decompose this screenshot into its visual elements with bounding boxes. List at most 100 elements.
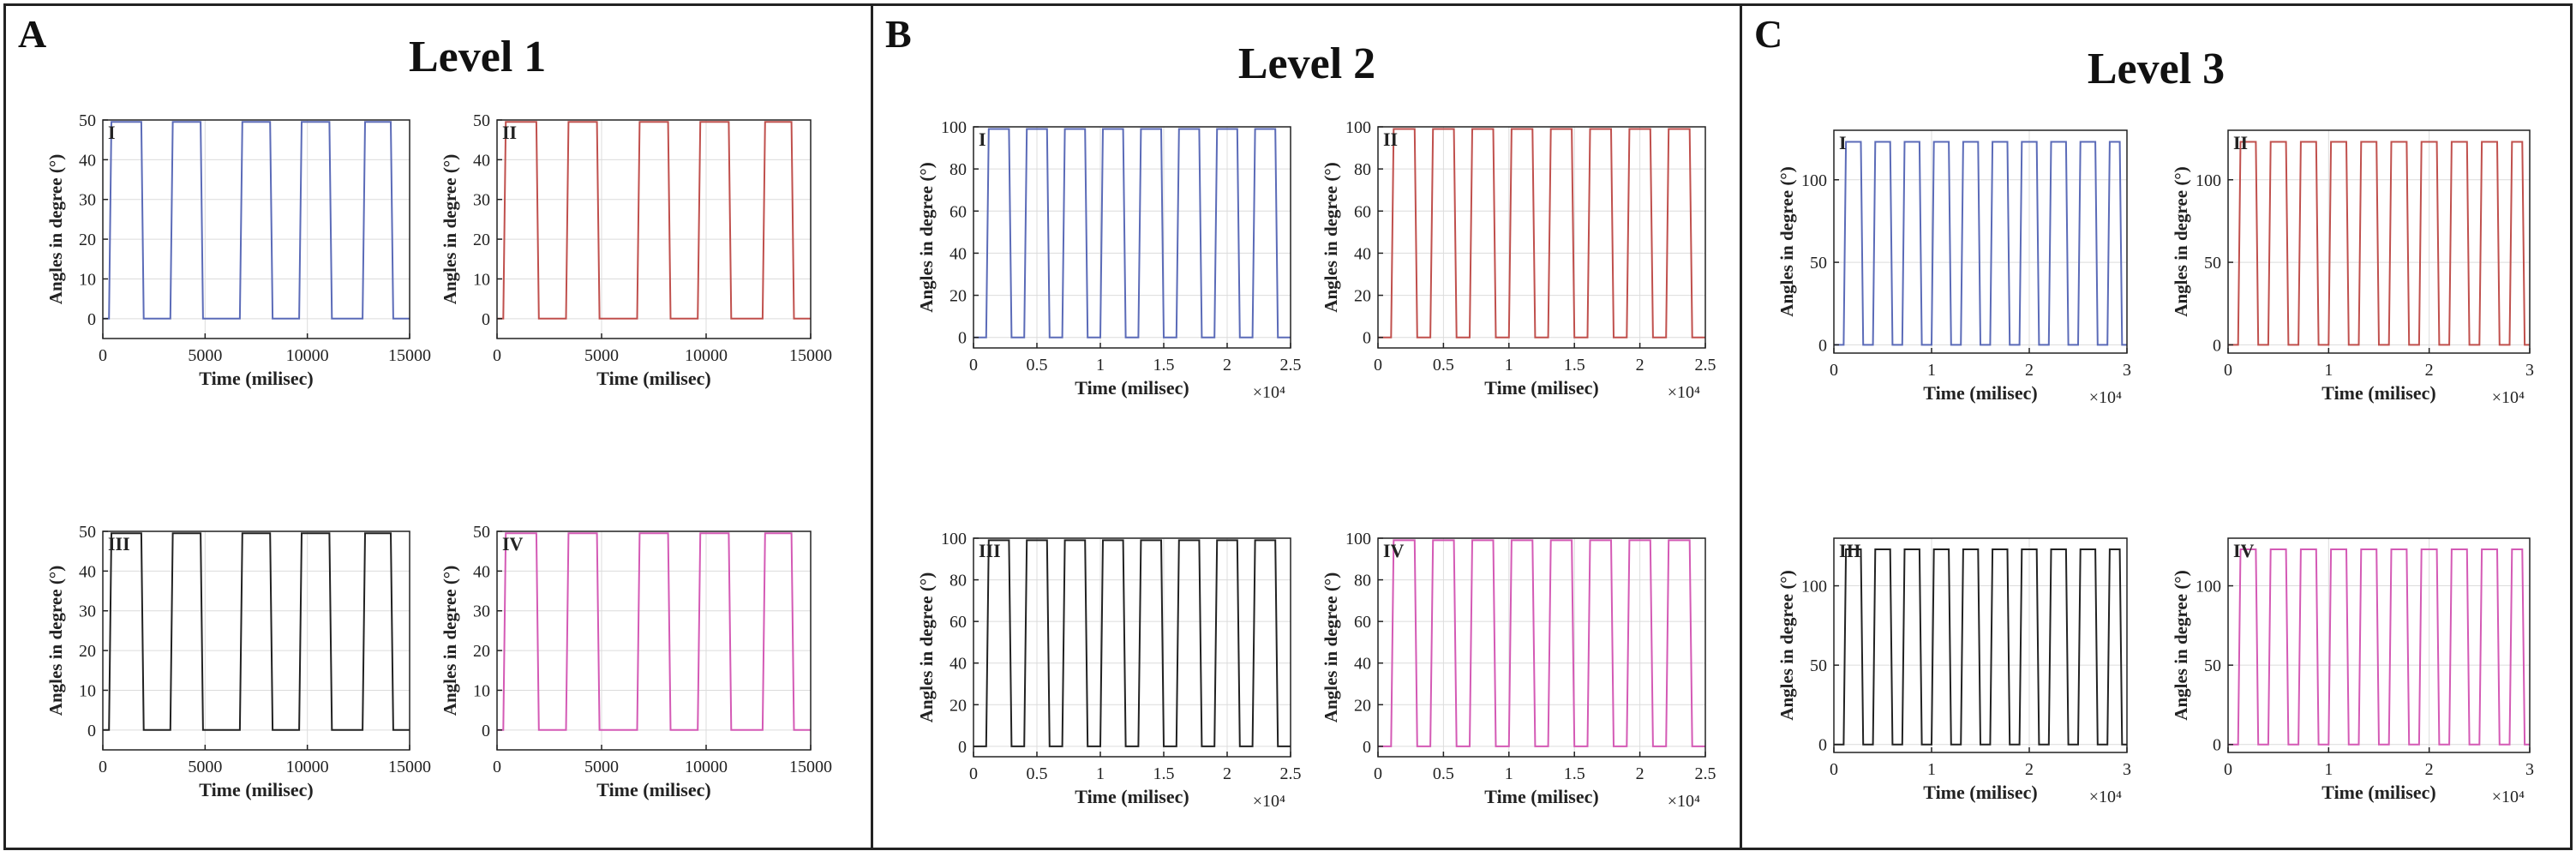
series-line (497, 532, 811, 731)
y-axis-label: Angles in degree (°) (2171, 570, 2191, 720)
plot-frame (496, 119, 812, 339)
y-tick-label: 0 (2213, 336, 2221, 355)
subplot-label: IV (1383, 540, 1405, 561)
x-tick-label: 15000 (388, 758, 431, 776)
x-tick-label: 10000 (286, 346, 329, 365)
y-tick-label: 50 (1810, 656, 1827, 675)
x-tick-label: 3 (2525, 760, 2534, 779)
chart-b-iv: 0 0.5 1 1.5 2 2.5 0 20 40 60 80 100 IV Time (milisec)… (1321, 530, 1716, 811)
y-tick-label: 10 (79, 270, 96, 289)
x-tick-label: 0 (99, 346, 107, 365)
plot-frame (1377, 537, 1706, 758)
x-axis-label: Time (milisec) (1923, 782, 2037, 803)
y-tick-label: 30 (79, 191, 96, 210)
x-tick-label: 3 (2525, 361, 2534, 380)
x-tick-label: 2.5 (1280, 764, 1302, 783)
subplot-label: II (1383, 129, 1398, 150)
y-tick-label: 100 (1345, 530, 1371, 548)
y-tick-label: 80 (1354, 572, 1371, 590)
y-tick-label: 50 (473, 523, 490, 542)
y-tick-label: 10 (473, 270, 490, 289)
y-tick-label: 100 (2196, 171, 2221, 190)
series-line (103, 532, 410, 731)
x-tick-label: 2 (2025, 361, 2034, 380)
x-axis-multiplier: ×10⁴ (2492, 388, 2525, 407)
series-line (497, 121, 811, 320)
x-tick-label: 15000 (789, 346, 832, 365)
y-tick-label: 20 (79, 231, 96, 249)
x-tick-label: 5000 (584, 758, 619, 776)
plot-frame (1377, 126, 1706, 349)
x-tick-label: 1.5 (1564, 356, 1585, 375)
x-tick-label: 10000 (286, 758, 329, 776)
y-tick-label: 0 (1818, 736, 1827, 755)
x-axis-multiplier: ×10⁴ (1668, 383, 1700, 402)
y-axis-label: Angles in degree (°) (1321, 572, 1341, 722)
y-tick-label: 30 (473, 602, 490, 621)
y-axis-label: Angles in degree (°) (2171, 166, 2191, 316)
y-tick-label: 0 (482, 722, 490, 740)
subplot-label: I (108, 122, 116, 143)
y-tick-label: 60 (1354, 202, 1371, 221)
chart-b-i: 0 0.5 1 1.5 2 2.5 0 20 40 60 80 100 I Time (milisec) A… (916, 118, 1302, 402)
x-axis-label: Time (milisec) (1484, 786, 1598, 807)
x-tick-label: 2.5 (1695, 764, 1716, 783)
x-tick-label: 2 (1223, 764, 1231, 783)
chart-a-i: 0 5000 10000 15000 0 10 20 30 40 50 I Time (milisec… (45, 111, 431, 389)
y-tick-label: 20 (1354, 287, 1371, 306)
series-line (973, 539, 1291, 747)
plot-frame (102, 530, 410, 751)
y-tick-label: 80 (950, 160, 967, 179)
y-tick-label: 40 (79, 151, 96, 170)
x-tick-label: 0 (2224, 760, 2232, 779)
subplot-label: I (979, 129, 986, 150)
x-tick-label: 1 (2324, 361, 2333, 380)
x-axis-label: Time (milisec) (2321, 382, 2435, 404)
x-tick-label: 0 (969, 356, 978, 375)
x-tick-label: 0 (2224, 361, 2232, 380)
y-tick-label: 80 (950, 572, 967, 590)
x-axis-multiplier: ×10⁴ (1253, 383, 1285, 402)
x-axis-multiplier: ×10⁴ (2089, 788, 2122, 806)
subplot-label: III (108, 533, 130, 554)
chart-a-iv: 0 5000 10000 15000 0 10 20 30 40 50 IV Time (milise… (440, 523, 832, 800)
y-tick-label: 0 (2213, 736, 2221, 755)
x-axis-label: Time (milisec) (199, 368, 313, 389)
panel-letter: B (885, 12, 912, 56)
panel-letter: A (18, 12, 47, 56)
x-tick-label: 0.5 (1027, 764, 1048, 783)
y-axis-label: Angles in degree (°) (1776, 570, 1797, 720)
y-tick-label: 40 (950, 244, 967, 263)
x-tick-label: 0 (969, 764, 978, 783)
x-tick-label: 2 (1636, 356, 1644, 375)
series-line (2228, 548, 2530, 746)
x-tick-label: 1.5 (1153, 356, 1175, 375)
panel-title: Level 1 (409, 33, 547, 81)
x-tick-label: 1.5 (1153, 764, 1175, 783)
panel-title: Level 3 (2087, 45, 2226, 93)
x-axis-multiplier: ×10⁴ (1668, 792, 1700, 811)
series-line (103, 121, 410, 320)
y-tick-label: 50 (2204, 656, 2221, 675)
plot-frame (973, 126, 1291, 349)
series-line (1378, 539, 1705, 747)
y-tick-label: 20 (1354, 696, 1371, 715)
x-axis-label: Time (milisec) (2321, 782, 2435, 803)
series-line (1834, 141, 2127, 346)
y-tick-label: 100 (941, 530, 967, 548)
x-tick-label: 2.5 (1695, 356, 1716, 375)
x-tick-label: 5000 (188, 758, 222, 776)
x-tick-label: 0 (1374, 764, 1382, 783)
chart-b-iii: 0 0.5 1 1.5 2 2.5 0 20 40 60 80 100 III Time (milisec… (916, 530, 1302, 811)
y-tick-label: 100 (1801, 578, 1827, 596)
series-line (1834, 548, 2127, 746)
y-tick-label: 100 (2196, 578, 2221, 596)
x-tick-label: 0 (99, 758, 107, 776)
y-tick-label: 100 (941, 118, 967, 137)
x-axis-label: Time (milisec) (1484, 377, 1598, 399)
x-tick-label: 5000 (188, 346, 222, 365)
y-tick-label: 40 (473, 562, 490, 581)
chart-c-iii: 0 1 2 3 0 50 100 III Time (milisec) Angles in deg… (1776, 537, 2131, 806)
plot-frame (102, 119, 410, 339)
y-tick-label: 40 (950, 655, 967, 674)
